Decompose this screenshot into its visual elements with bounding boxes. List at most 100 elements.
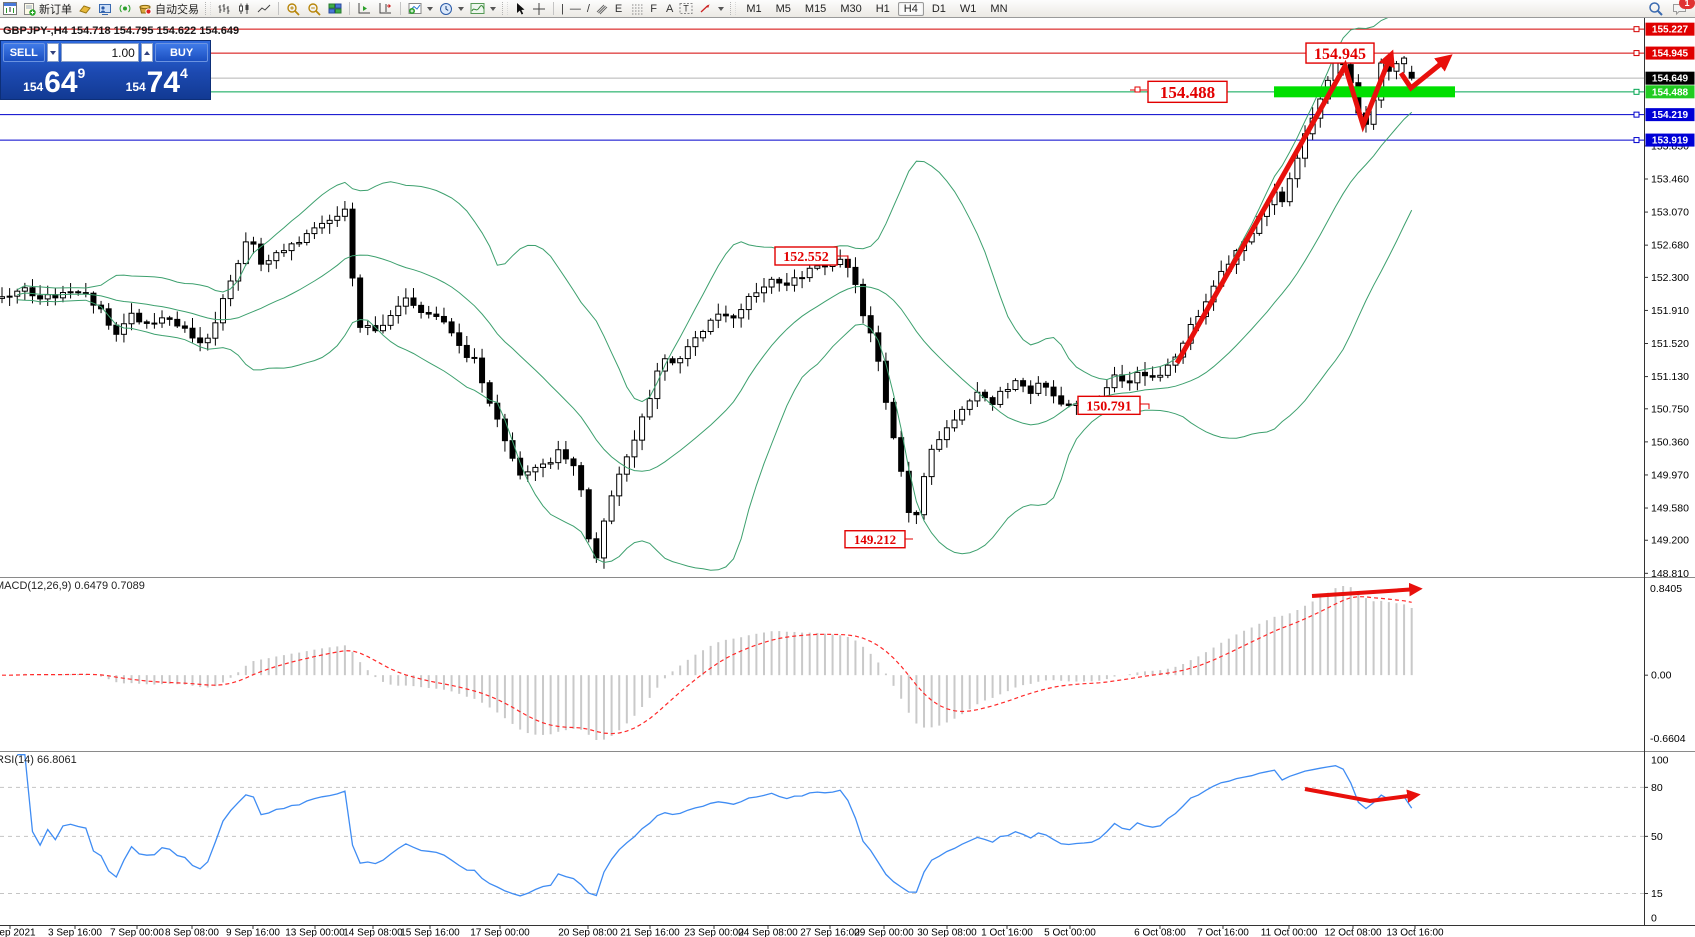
svg-text:153.460: 153.460 xyxy=(1651,174,1689,186)
channel-tool[interactable]: E xyxy=(593,1,628,16)
candlestick-chart-icon[interactable] xyxy=(234,1,254,16)
gold-diamond-icon[interactable] xyxy=(75,1,95,16)
svg-text:0.00: 0.00 xyxy=(1651,670,1672,682)
svg-text:12 Oct 08:00: 12 Oct 08:00 xyxy=(1324,928,1382,937)
svg-text:30 Sep 08:00: 30 Sep 08:00 xyxy=(917,928,977,937)
tf-d1[interactable]: D1 xyxy=(931,2,946,15)
trend-arrow[interactable] xyxy=(1311,582,1423,598)
bar-chart-icon[interactable] xyxy=(214,1,234,16)
tf-h4-selected[interactable]: H4 xyxy=(897,1,924,16)
dropdown-caret-icon xyxy=(427,6,433,11)
sell-button[interactable]: SELL xyxy=(3,43,45,62)
volume-decrease-button[interactable] xyxy=(46,43,59,62)
svg-text:150.360: 150.360 xyxy=(1651,436,1689,448)
toolbar-separator xyxy=(553,2,554,15)
svg-text:0.8405: 0.8405 xyxy=(1650,583,1682,595)
add-indicator-icon xyxy=(408,1,422,16)
zoom-in-icon-glyph xyxy=(287,2,300,16)
add-indicator-button[interactable] xyxy=(405,1,436,16)
label-icon-glyph: T xyxy=(679,3,693,14)
chart-shift-icon[interactable] xyxy=(375,1,396,16)
buy-button[interactable]: BUY xyxy=(155,43,208,62)
buy-price[interactable]: 154 74 4 xyxy=(106,62,209,100)
channel-icon-glyph xyxy=(596,4,608,14)
autotrading-button[interactable]: 自动交易 xyxy=(135,1,202,16)
tf-m1[interactable]: M1 xyxy=(746,2,762,15)
svg-text:20 Sep 08:00: 20 Sep 08:00 xyxy=(558,928,618,937)
cursor-icon[interactable] xyxy=(511,1,529,16)
volume-input[interactable] xyxy=(60,43,139,62)
search-icon[interactable] xyxy=(1648,1,1664,16)
price-annotation-box[interactable] xyxy=(1305,42,1375,64)
chart-window-icon[interactable] xyxy=(0,1,20,16)
sell-price[interactable]: 154 64 9 xyxy=(3,62,106,100)
new-order-button[interactable]: 新订单 xyxy=(20,1,75,16)
search-icon-glyph xyxy=(1649,1,1663,16)
svg-text:154.945: 154.945 xyxy=(1314,46,1366,63)
dropdown-caret-icon xyxy=(490,6,496,11)
fibonacci-icon xyxy=(631,1,644,16)
price-annotation-box[interactable] xyxy=(844,530,906,549)
zoom-in-icon[interactable] xyxy=(283,1,304,16)
tf-m15[interactable]: M15 xyxy=(804,2,827,15)
svg-text:7 Sep 00:00: 7 Sep 00:00 xyxy=(110,928,164,937)
autotrading-icon xyxy=(138,1,152,16)
auto-scroll-icon[interactable] xyxy=(354,1,375,16)
tf-h1[interactable]: H1 xyxy=(875,2,890,15)
tile-windows-icon[interactable] xyxy=(325,1,345,16)
chart-annotations[interactable]: 154.945 154.488 152.552 150.791 149.212 xyxy=(774,42,1455,804)
svg-text:23 Sep 00:00: 23 Sep 00:00 xyxy=(684,928,744,937)
crosshair-icon[interactable] xyxy=(529,1,549,16)
arrow-shapes-icon xyxy=(699,1,713,16)
label-tool[interactable]: T xyxy=(676,1,696,16)
text-tool[interactable]: A xyxy=(666,2,674,15)
time-axis[interactable]: 2 Sep 2021 3 Sep 16:00 7 Sep 00:008 Sep 08… xyxy=(0,925,1444,937)
fibonacci-icon-glyph xyxy=(632,4,644,14)
terminal-icon[interactable] xyxy=(95,1,115,16)
zoom-out-icon[interactable] xyxy=(304,1,325,16)
chat-button[interactable]: 1 xyxy=(1672,0,1695,16)
one-click-trading-panel: SELL BUY 154 64 9 154 74 4 xyxy=(0,40,211,100)
svg-text:149.970: 149.970 xyxy=(1651,469,1689,481)
fibonacci-tool[interactable]: F xyxy=(628,1,663,16)
svg-text:7 Oct 16:00: 7 Oct 16:00 xyxy=(1197,928,1249,937)
svg-text:149.580: 149.580 xyxy=(1651,503,1689,515)
new-order-label: 新订单 xyxy=(39,3,72,16)
price-annotation-box[interactable] xyxy=(1077,395,1141,416)
broadcast-signal-icon[interactable] xyxy=(115,1,135,16)
svg-text:153.070: 153.070 xyxy=(1651,207,1689,219)
period-button[interactable] xyxy=(436,1,467,16)
tf-w1[interactable]: W1 xyxy=(959,2,977,15)
volume-increase-button[interactable] xyxy=(140,43,154,62)
svg-text:150.791: 150.791 xyxy=(1086,399,1132,414)
triangle-down-icon xyxy=(49,50,56,55)
price-axis[interactable]: 153.850153.460153.070152.680152.300151.9… xyxy=(1644,22,1695,925)
trend-arrow[interactable] xyxy=(1304,787,1421,804)
svg-text:T: T xyxy=(684,4,690,14)
svg-text:151.520: 151.520 xyxy=(1651,338,1689,350)
tf-m30[interactable]: M30 xyxy=(840,2,862,15)
svg-text:27 Sep 16:00: 27 Sep 16:00 xyxy=(800,928,860,937)
line-chart-icon[interactable] xyxy=(254,1,274,16)
template-button[interactable] xyxy=(467,1,499,16)
vertical-line-tool[interactable]: | xyxy=(561,2,564,15)
horizontal-line-tool[interactable]: — xyxy=(569,2,581,15)
price-level-lines[interactable] xyxy=(0,26,1644,144)
crosshair-icon-glyph xyxy=(533,2,545,15)
sell-price-big: 64 xyxy=(44,66,78,99)
trend-arrow[interactable] xyxy=(1174,49,1395,365)
price-annotation-box[interactable] xyxy=(774,246,838,266)
chart-canvas[interactable]: 153.850153.460153.070152.680152.300151.9… xyxy=(0,12,1695,937)
shapes-tool[interactable] xyxy=(696,1,727,16)
tf-mn[interactable]: MN xyxy=(990,2,1008,15)
trendline-tool[interactable]: / xyxy=(586,2,590,15)
trend-arrow[interactable] xyxy=(1398,54,1453,92)
price-annotation-box[interactable] xyxy=(1147,80,1228,104)
toolbar-separator xyxy=(278,2,279,15)
svg-text:152.300: 152.300 xyxy=(1651,272,1689,284)
support-zone-highlight[interactable] xyxy=(1274,86,1455,98)
tf-m5[interactable]: M5 xyxy=(775,2,791,15)
clock-icon xyxy=(439,1,453,16)
svg-text:154.488: 154.488 xyxy=(1652,87,1689,98)
